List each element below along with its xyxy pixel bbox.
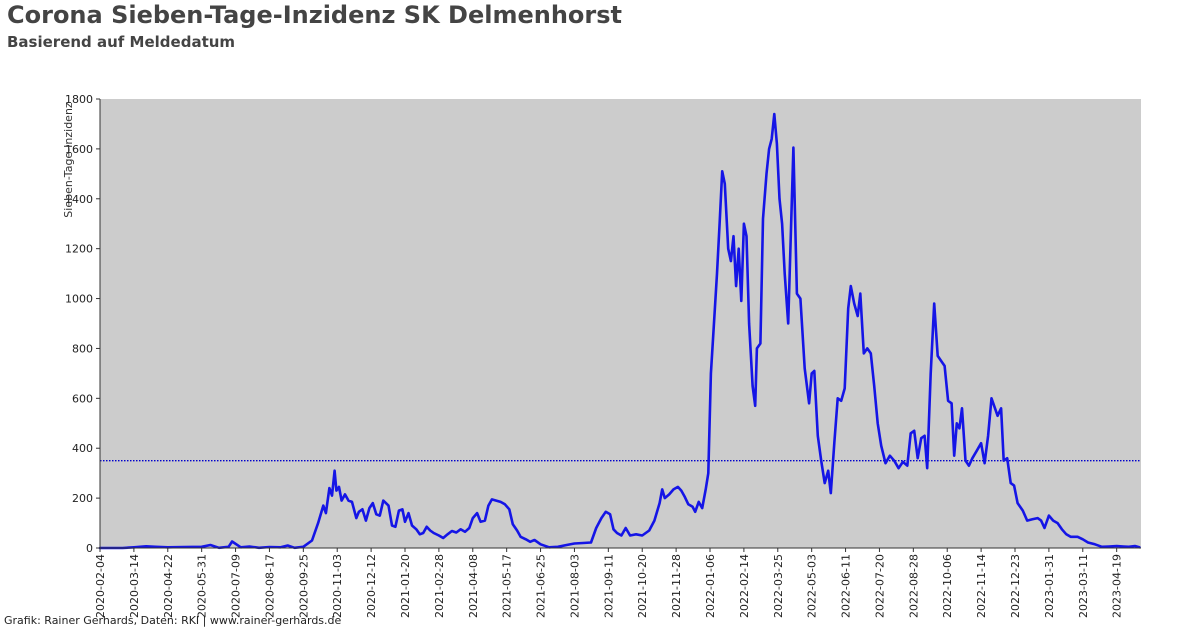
x-tick-label: 2021-05-17 [501,554,514,618]
x-tick-label: 2022-03-25 [772,554,785,618]
x-tick-label: 2020-09-25 [297,554,310,618]
y-tick-label: 1800 [65,93,93,106]
x-tick-label: 2022-12-23 [1009,554,1022,618]
y-tick-label: 800 [72,342,93,355]
x-tick-label: 2021-01-20 [399,554,412,618]
x-tick-label: 2020-12-12 [365,554,378,618]
y-tick-label: 200 [72,492,93,505]
x-tick-label: 2022-08-28 [907,554,920,618]
x-tick-label: 2021-06-25 [535,554,548,618]
x-tick-label: 2020-02-04 [94,554,107,618]
x-tick-label: 2020-08-17 [263,554,276,618]
y-axis-label: Sieben-Tage-Inzidenz [62,102,75,218]
x-tick-label: 2022-07-20 [873,554,886,618]
x-tick-label: 2021-10-20 [636,554,649,618]
x-tick-label: 2021-09-11 [602,554,615,618]
x-tick-label: 2022-05-03 [806,554,819,618]
chart-subtitle: Basierend auf Meldedatum [7,33,236,51]
y-tick-label: 0 [86,542,93,555]
x-tick-label: 2020-11-03 [331,554,344,618]
x-tick-label: 2022-11-14 [975,554,988,618]
x-tick-label: 2022-01-06 [704,554,717,618]
y-tick-label: 1000 [65,293,93,306]
chart-title: Corona Sieben-Tage-Inzidenz SK Delmenhor… [7,1,622,29]
x-tick-label: 2021-04-08 [467,554,480,618]
x-tick-label: 2021-02-28 [433,554,446,618]
plot-area [100,99,1141,548]
y-tick-label: 1400 [65,193,93,206]
x-tick-label: 2023-04-19 [1111,554,1124,618]
x-tick-label: 2022-02-14 [738,554,751,618]
x-tick-label: 2021-11-28 [670,554,683,618]
series-line-0 [98,112,1141,550]
x-tick-label: 2020-07-09 [230,554,243,618]
x-tick-label: 2022-06-11 [840,554,853,618]
x-tick-label: 2023-01-31 [1043,554,1056,618]
x-tick-label: 2022-10-06 [941,554,954,618]
x-tick-label: 2020-03-14 [128,554,141,618]
y-tick-label: 1600 [65,143,93,156]
y-tick-label: 400 [72,442,93,455]
x-tick-label: 2020-05-31 [196,554,209,618]
x-tick-label: 2021-08-03 [568,554,581,618]
x-tick-label: 2020-04-22 [162,554,175,618]
footer-credits: Grafik: Rainer Gerhards, Daten: RKI | ww… [4,614,342,627]
y-tick-label: 600 [72,392,93,405]
x-tick-label: 2023-03-11 [1077,554,1090,618]
y-tick-label: 1200 [65,243,93,256]
